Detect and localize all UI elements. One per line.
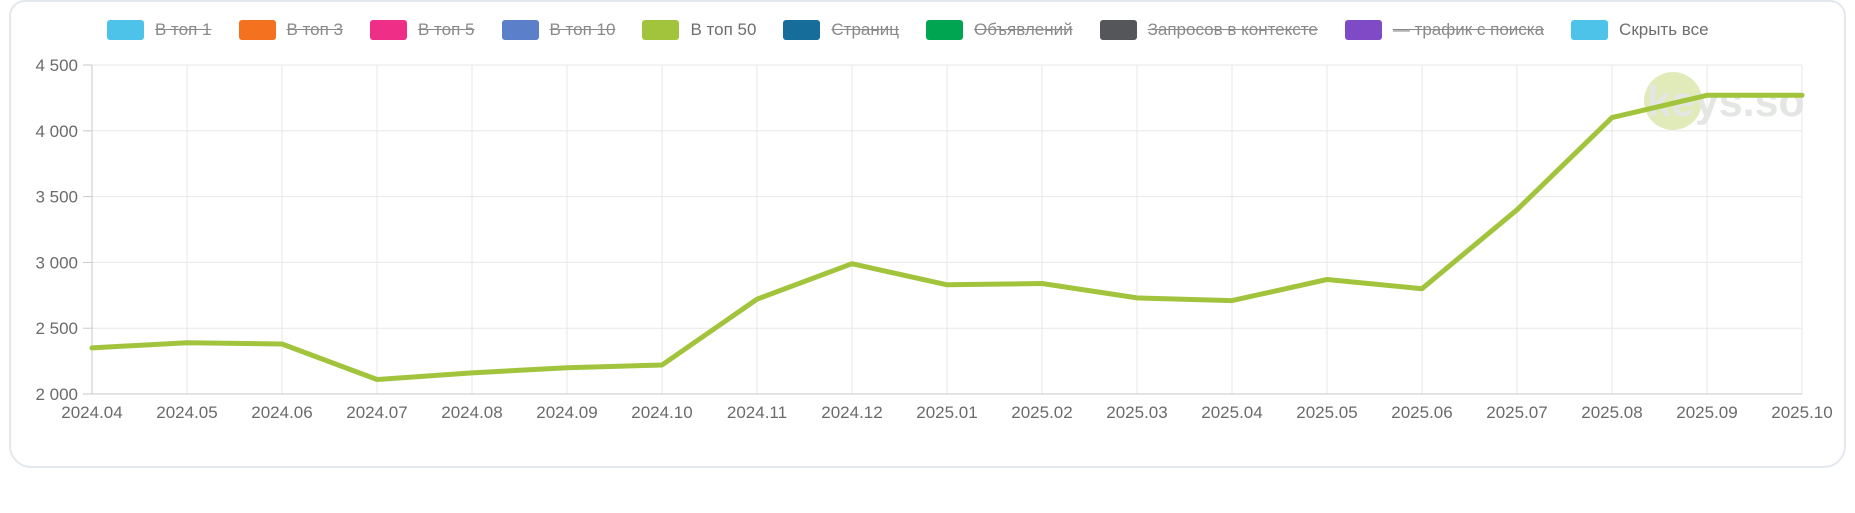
y-axis-label: 3 500 <box>35 188 78 207</box>
legend-item-5[interactable]: В топ 50 <box>642 20 756 40</box>
legend-swatch-icon <box>501 20 539 40</box>
legend-item-label: Скрыть все <box>1619 20 1709 39</box>
x-axis-label: 2024.09 <box>536 403 597 422</box>
legend-swatch-icon <box>238 20 276 40</box>
legend-item-3[interactable]: В топ 5 <box>370 20 475 40</box>
chart-area: keys.so 2 000 2 500 3 000 3 500 4 000 4 500 202… <box>11 2 1844 442</box>
legend-swatch-icon <box>1344 20 1382 40</box>
x-axis-label: 2025.07 <box>1486 403 1547 422</box>
chart-card: keys.so 2 000 2 500 3 000 3 500 4 000 4 500 202… <box>9 0 1846 468</box>
legend-item-label: В топ 1 <box>155 20 212 39</box>
y-axis-label: 4 500 <box>35 56 78 75</box>
legend-swatch-icon <box>107 20 144 40</box>
legend-item-9[interactable]: — трафик с поиска <box>1344 20 1545 40</box>
y-axis-label: 2 000 <box>35 385 78 404</box>
legend-swatch-icon <box>1099 20 1137 40</box>
line-chart: keys.so 2 000 2 500 3 000 3 500 4 000 4 500 202… <box>35 56 1832 422</box>
legend-item-10[interactable]: Скрыть все <box>1571 20 1709 40</box>
legend-item-label: В топ 5 <box>418 20 475 39</box>
legend-item-4[interactable]: В топ 10 <box>501 20 616 40</box>
legend-item-label: В топ 3 <box>286 20 344 39</box>
x-axis-label: 2024.07 <box>346 403 407 422</box>
y-axis-label: 4 000 <box>35 122 78 141</box>
legend-item-label: В топ 50 <box>690 20 757 39</box>
x-axis-label: 2024.04 <box>61 403 122 422</box>
x-axis-label: 2025.08 <box>1581 403 1642 422</box>
x-axis-label: 2024.06 <box>251 403 312 422</box>
legend-item-label: Страниц <box>831 20 899 39</box>
legend-swatch-icon <box>1571 20 1609 40</box>
watermark: keys.so <box>1644 72 1805 130</box>
legend-item-label: Запросов в контексте <box>1147 20 1318 39</box>
chart-legend: В топ 1 В топ 3 В топ 5 В топ 10 В топ 5… <box>107 20 1844 40</box>
y-axis-label: 2 500 <box>35 319 78 338</box>
legend-item-label: Объявлений <box>974 20 1073 39</box>
legend-item-label: В топ 10 <box>549 20 616 39</box>
legend-item-7[interactable]: Объявлений <box>926 20 1073 40</box>
legend-swatch-icon <box>926 20 963 40</box>
series-line-В-топ-50 <box>89 92 1805 382</box>
y-axis-label: 3 000 <box>35 253 78 272</box>
legend-swatch-icon <box>783 20 821 40</box>
legend-item-1[interactable]: В топ 1 <box>107 20 212 40</box>
x-axis-label: 2024.05 <box>156 403 217 422</box>
x-axis-label: 2025.04 <box>1201 403 1262 422</box>
legend-item-label: — трафик с поиска <box>1392 20 1545 39</box>
x-axis-label: 2024.11 <box>727 403 787 422</box>
x-axis-label: 2025.09 <box>1676 403 1737 422</box>
x-axis-label: 2025.01 <box>916 403 977 422</box>
x-axis-label: 2025.10 <box>1771 403 1832 422</box>
x-axis-label: 2025.05 <box>1296 403 1357 422</box>
legend-item-2[interactable]: В топ 3 <box>238 20 344 40</box>
x-axis-label: 2024.08 <box>441 403 502 422</box>
x-axis-label: 2025.06 <box>1391 403 1452 422</box>
x-axis-label: 2024.12 <box>821 403 882 422</box>
legend-swatch-icon <box>370 20 407 40</box>
x-axis-label: 2025.03 <box>1106 403 1167 422</box>
x-axis-label: 2025.02 <box>1011 403 1072 422</box>
legend-swatch-icon <box>642 20 680 40</box>
x-axis-label: 2024.10 <box>631 403 692 422</box>
legend-item-8[interactable]: Запросов в контексте <box>1099 20 1318 40</box>
legend-item-6[interactable]: Страниц <box>783 20 899 40</box>
